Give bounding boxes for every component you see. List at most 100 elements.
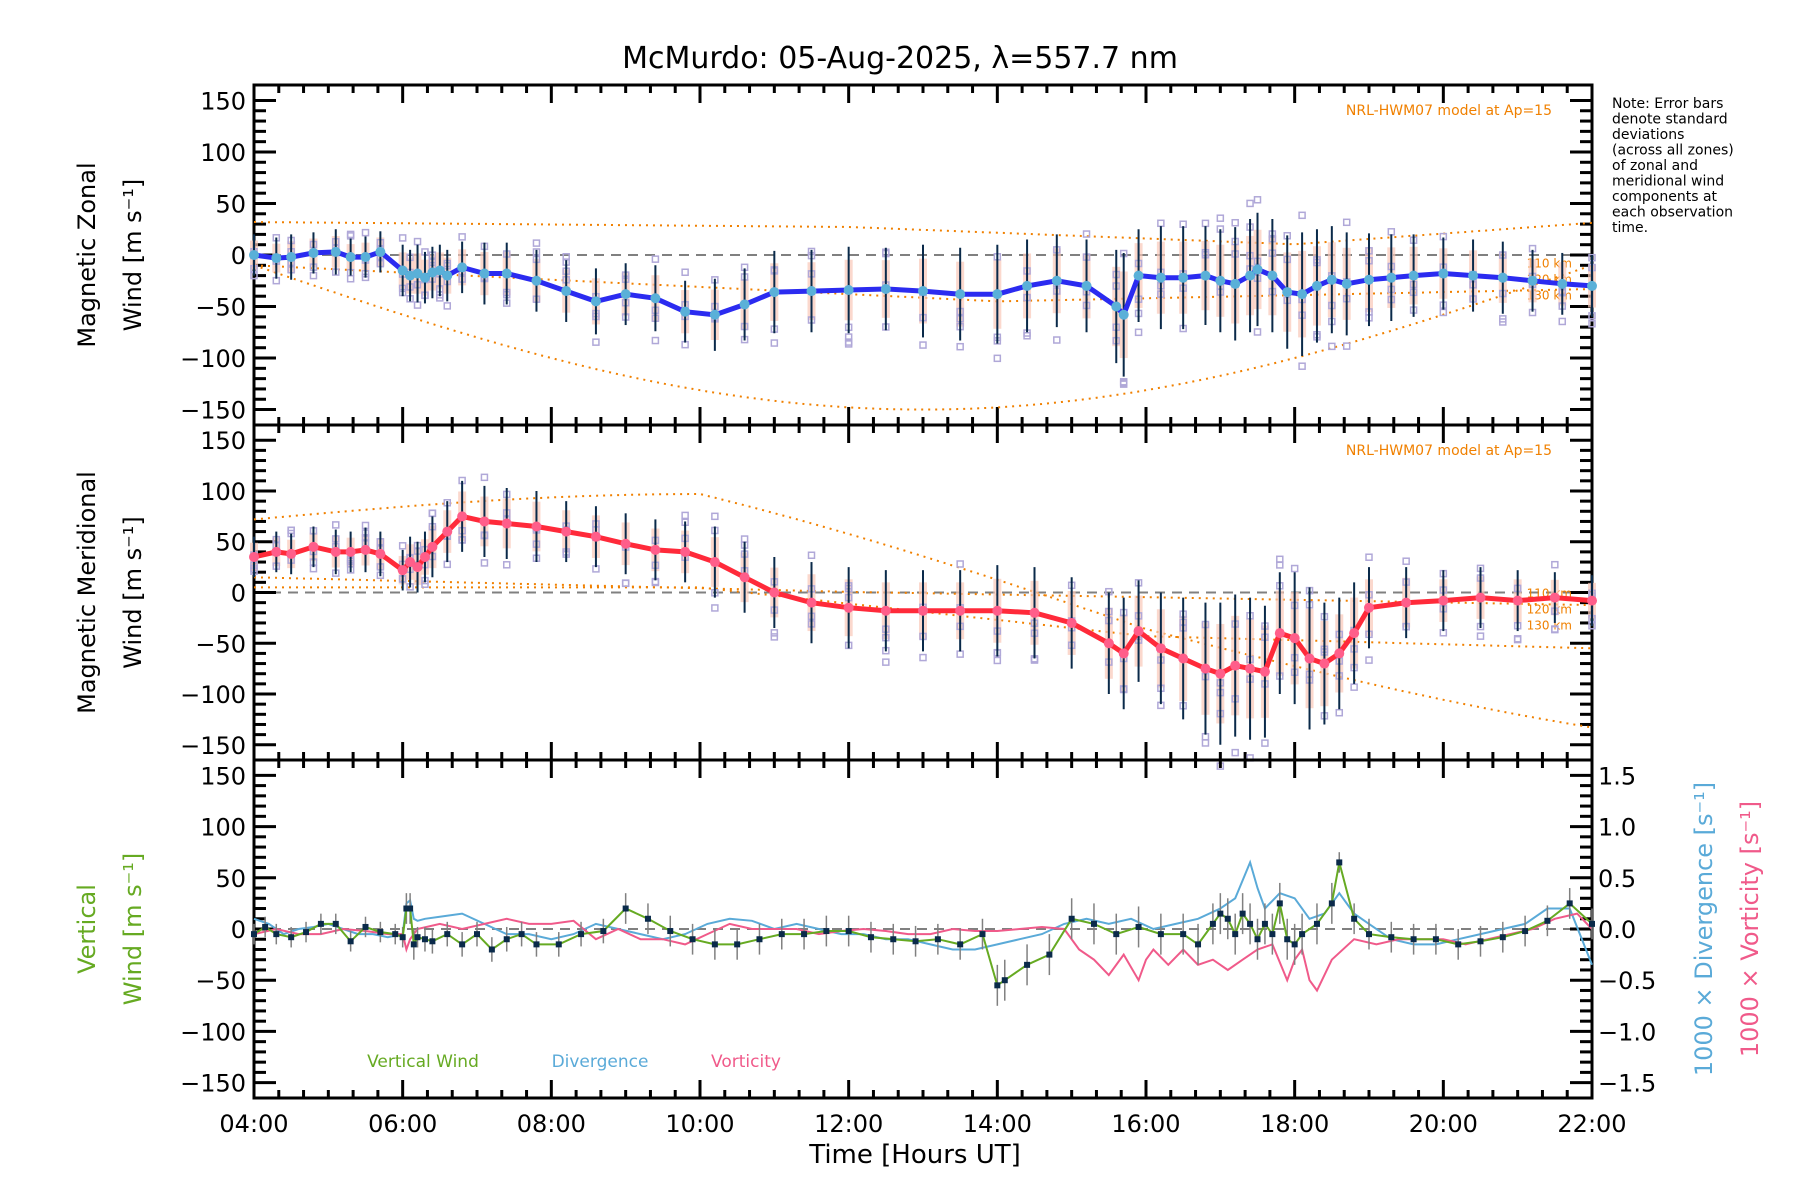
y-tick-label: −50 xyxy=(195,630,246,658)
vertical-wind-point xyxy=(421,936,428,943)
vertical-wind-point xyxy=(1195,941,1202,948)
wind-point xyxy=(1587,280,1597,291)
vertical-wind-point xyxy=(1024,961,1031,968)
vertical-wind-point xyxy=(867,934,874,941)
vertical-wind-point xyxy=(1566,900,1573,907)
wind-point xyxy=(1178,272,1189,283)
vertical-wind-point xyxy=(410,941,417,948)
model-altitude-label: 130 km xyxy=(1527,619,1572,633)
zone-point xyxy=(443,560,452,569)
legend-item: Vorticity xyxy=(711,1052,781,1072)
y-tick-label: 100 xyxy=(200,814,246,842)
zone-point xyxy=(1551,560,1559,569)
legend-item: Vertical Wind xyxy=(367,1052,479,1072)
vertical-wind-point xyxy=(890,936,897,943)
vertical-wind-point xyxy=(403,905,410,912)
wind-point xyxy=(1022,280,1033,291)
wind-point xyxy=(1587,595,1597,606)
wind-point xyxy=(286,252,297,263)
y2-tick-label: 0.5 xyxy=(1598,865,1636,893)
legend-item: Divergence xyxy=(552,1052,649,1072)
chart-title: McMurdo: 05-Aug-2025, λ=557.7 nm xyxy=(622,41,1178,76)
vertical-wind-point xyxy=(1351,915,1358,922)
zone-point xyxy=(443,302,452,310)
zone-point xyxy=(413,301,422,309)
vorticity-line xyxy=(253,912,1593,993)
y-axis-label-line1: Vertical xyxy=(73,884,101,974)
y2-axis-label-vorticity: 1000 × Vorticity [s⁻¹] xyxy=(1736,801,1764,1057)
wind-point xyxy=(1364,274,1374,285)
wind-point xyxy=(249,250,259,260)
zone-point xyxy=(1231,218,1239,227)
wind-point xyxy=(650,293,661,304)
y2-tick-label: 0.0 xyxy=(1598,916,1636,944)
wind-point xyxy=(806,286,817,297)
x-tick-label: 08:00 xyxy=(517,1110,586,1138)
zone-point xyxy=(413,237,422,246)
zone-point xyxy=(1365,553,1373,561)
zone-point xyxy=(770,339,779,347)
wind-point xyxy=(442,270,453,281)
zone-point xyxy=(1350,683,1358,691)
y-tick-label: 50 xyxy=(215,190,246,218)
x-axis-tick-labels: 04:00 06:00 08:00 10:00 12:00 14:00 16:00 18:00… xyxy=(219,1110,1626,1138)
y-tick-label: −100 xyxy=(180,345,246,373)
y-tick-label: 0 xyxy=(231,916,246,944)
vertical-wind-line xyxy=(253,862,1593,987)
wind-point xyxy=(1215,668,1226,679)
zone-point xyxy=(398,542,407,550)
note-line: meridional wind xyxy=(1612,174,1724,190)
wind-point xyxy=(769,587,780,598)
panel-vertical: 150 100 50 0 −50 −100 −150 Vertical Wind [m s⁻¹]… xyxy=(73,758,1764,1100)
wind-point xyxy=(1311,280,1322,291)
vertical-wind-point xyxy=(1239,910,1246,917)
wind-point xyxy=(286,548,297,559)
wind-point xyxy=(1133,626,1144,637)
y-axis-label-line2: Wind [m s⁻¹] xyxy=(119,179,147,331)
wind-point xyxy=(360,544,371,555)
wind-point xyxy=(1103,638,1114,649)
zone-point xyxy=(1365,656,1373,664)
zone-point xyxy=(1201,219,1210,228)
wind-point xyxy=(680,306,691,317)
zone-point xyxy=(651,336,660,345)
wind-point xyxy=(1319,658,1330,669)
wind-point xyxy=(1051,275,1062,286)
vertical-wind-point xyxy=(1261,920,1268,927)
wind-point xyxy=(271,253,282,264)
wind-point xyxy=(419,272,430,283)
zone-point xyxy=(1276,561,1284,569)
zone-point xyxy=(532,239,541,247)
zone-point xyxy=(711,604,719,612)
zone-point xyxy=(1342,218,1351,227)
wind-point xyxy=(1133,270,1144,281)
vertical-wind-point xyxy=(1499,934,1506,941)
wind-point xyxy=(457,511,468,522)
y-tick-label: −150 xyxy=(180,397,246,425)
vertical-wind-point xyxy=(399,934,406,941)
wind-point xyxy=(739,572,750,583)
vertical-wind-point xyxy=(474,931,480,938)
vertical-wind-point xyxy=(1544,917,1551,924)
vertical-wind-point xyxy=(1254,936,1261,943)
zone-point xyxy=(502,561,511,569)
zone-point xyxy=(651,255,660,263)
wind-point xyxy=(1349,628,1360,639)
zone-point xyxy=(1119,380,1128,388)
panel-zonal: 150 100 50 0 −50 −100 −150 Magnetic Zonal Wind [… xyxy=(73,83,1597,427)
vertical-wind-point xyxy=(1001,977,1008,984)
y-tick-label: 50 xyxy=(215,865,246,893)
model-label: NRL-HWM07 model at Ap=15 xyxy=(1346,443,1552,459)
wind-point xyxy=(1557,278,1568,289)
wind-point xyxy=(1155,643,1166,654)
y-tick-label: 0 xyxy=(231,242,246,270)
wind-point xyxy=(479,516,490,527)
vertical-wind-point xyxy=(1224,915,1231,922)
vertical-wind-point xyxy=(332,920,339,927)
model-altitude-label: 120 km xyxy=(1527,603,1572,617)
wind-point xyxy=(397,265,408,276)
vertical-wind-point xyxy=(1157,931,1164,938)
y-tick-label: 100 xyxy=(200,478,246,506)
zone-point xyxy=(1342,342,1351,350)
zone-point xyxy=(1157,219,1165,228)
